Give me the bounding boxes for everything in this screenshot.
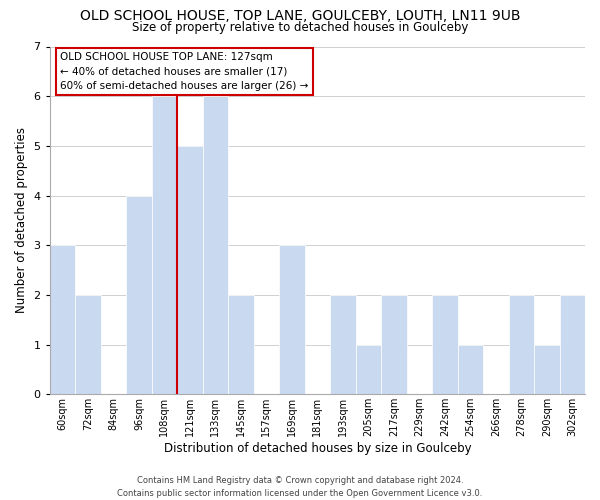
Bar — [177, 146, 203, 394]
Bar — [279, 245, 305, 394]
Bar — [75, 295, 101, 394]
Bar — [458, 344, 483, 395]
Bar — [509, 295, 534, 394]
Bar — [432, 295, 458, 394]
X-axis label: Distribution of detached houses by size in Goulceby: Distribution of detached houses by size … — [164, 442, 471, 455]
Bar — [560, 295, 585, 394]
Bar — [152, 96, 177, 394]
Bar — [228, 295, 254, 394]
Bar — [534, 344, 560, 395]
Text: Contains HM Land Registry data © Crown copyright and database right 2024.
Contai: Contains HM Land Registry data © Crown c… — [118, 476, 482, 498]
Bar — [330, 295, 356, 394]
Y-axis label: Number of detached properties: Number of detached properties — [15, 128, 28, 314]
Bar — [381, 295, 407, 394]
Bar — [50, 245, 75, 394]
Text: OLD SCHOOL HOUSE TOP LANE: 127sqm
← 40% of detached houses are smaller (17)
60% : OLD SCHOOL HOUSE TOP LANE: 127sqm ← 40% … — [61, 52, 309, 92]
Text: Size of property relative to detached houses in Goulceby: Size of property relative to detached ho… — [132, 21, 468, 34]
Bar — [356, 344, 381, 395]
Bar — [126, 196, 152, 394]
Bar — [203, 96, 228, 394]
Text: OLD SCHOOL HOUSE, TOP LANE, GOULCEBY, LOUTH, LN11 9UB: OLD SCHOOL HOUSE, TOP LANE, GOULCEBY, LO… — [80, 9, 520, 23]
